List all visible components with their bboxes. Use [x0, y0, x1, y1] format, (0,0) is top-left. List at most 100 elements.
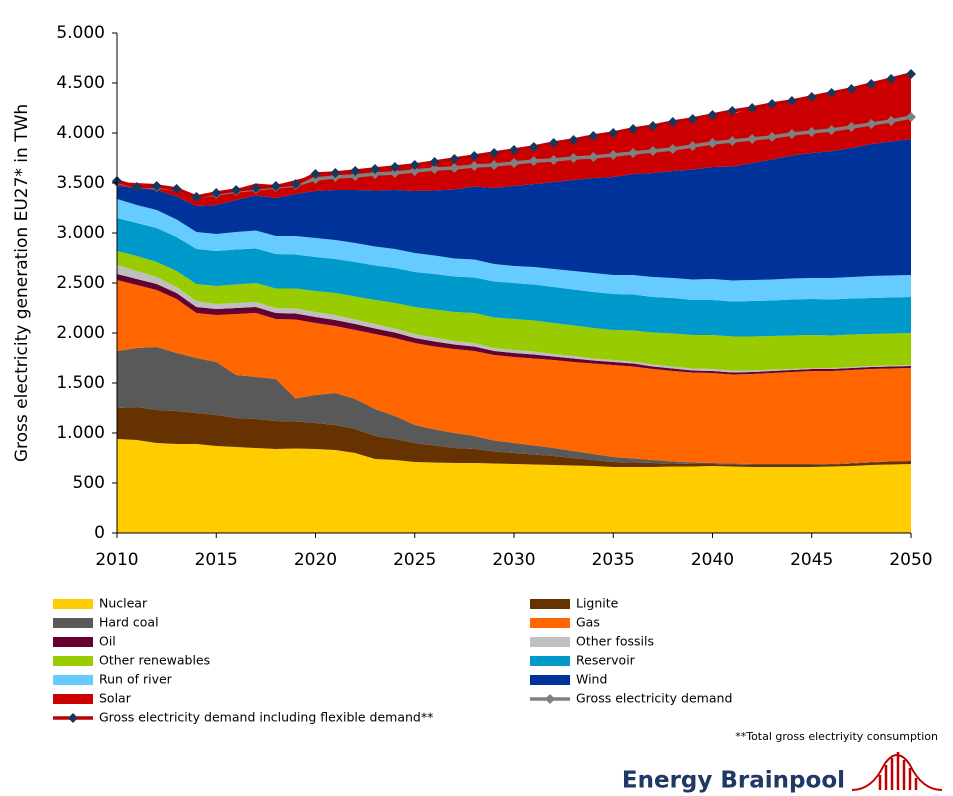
- marker: [429, 164, 440, 174]
- y-tick-label: 3.000: [56, 223, 105, 243]
- marker: [747, 103, 758, 113]
- marker: [767, 99, 778, 109]
- marker: [211, 188, 222, 198]
- y-tick-label: 1.500: [56, 373, 105, 393]
- legend-swatch: [53, 694, 93, 704]
- marker: [866, 119, 877, 129]
- legend-marker: [68, 713, 78, 723]
- marker: [528, 142, 539, 152]
- y-tick-label: 0: [94, 523, 105, 543]
- x-tick-label: 2040: [691, 550, 734, 570]
- marker: [429, 157, 440, 167]
- legend-label: Gas: [576, 615, 600, 630]
- y-tick-label: 2.000: [56, 323, 105, 343]
- marker: [370, 164, 381, 174]
- legend-swatch: [53, 599, 93, 609]
- marker: [290, 179, 301, 189]
- marker: [866, 79, 877, 89]
- marker: [806, 92, 817, 102]
- legend-swatch: [53, 618, 93, 628]
- marker: [786, 129, 797, 139]
- x-tick-label: 2050: [889, 550, 932, 570]
- x-tick-label: 2035: [592, 550, 635, 570]
- legend-swatch: [53, 675, 93, 685]
- marker: [528, 156, 539, 166]
- marker: [231, 185, 242, 195]
- marker: [687, 114, 698, 124]
- marker: [846, 122, 857, 132]
- legend-swatch: [530, 675, 570, 685]
- marker: [310, 169, 321, 179]
- legend-label: Nuclear: [99, 596, 148, 611]
- legend-label: Wind: [576, 672, 607, 687]
- x-tick-label: 2020: [294, 550, 337, 570]
- legend-swatch: [530, 637, 570, 647]
- legend-label: Hard coal: [99, 615, 159, 630]
- marker: [806, 127, 817, 137]
- marker: [270, 181, 281, 191]
- legend-swatch: [53, 637, 93, 647]
- marker: [171, 184, 182, 194]
- x-tick-label: 2045: [790, 550, 833, 570]
- marker: [330, 168, 341, 178]
- marker: [409, 166, 420, 176]
- marker: [489, 148, 500, 158]
- marker: [151, 181, 162, 191]
- marker: [250, 183, 261, 193]
- marker: [350, 166, 361, 176]
- logo-icon: [851, 752, 943, 791]
- legend-marker: [545, 694, 555, 704]
- marker: [469, 151, 480, 161]
- marker: [667, 117, 678, 127]
- legend-label: Other fossils: [576, 634, 654, 649]
- marker: [767, 132, 778, 142]
- legend-label: Gross electricity demand: [576, 691, 732, 706]
- legend-label: Solar: [99, 691, 132, 706]
- legend-swatch: [53, 656, 93, 666]
- legend-label: Reservoir: [576, 653, 636, 668]
- y-tick-label: 3.500: [56, 173, 105, 193]
- marker: [568, 135, 579, 145]
- marker: [449, 154, 460, 164]
- marker: [687, 141, 698, 151]
- y-tick-label: 500: [73, 473, 105, 493]
- marker: [568, 153, 579, 163]
- area: [117, 139, 911, 281]
- y-tick-label: 1.000: [56, 423, 105, 443]
- legend-label: Gross electricity demand including flexi…: [99, 710, 433, 725]
- x-tick-label: 2030: [492, 550, 535, 570]
- y-tick-label: 2.500: [56, 273, 105, 293]
- legend-label: Other renewables: [99, 653, 210, 668]
- legend-swatch: [530, 656, 570, 666]
- legend-label: Oil: [99, 634, 116, 649]
- marker: [548, 138, 559, 148]
- logo-text: Energy Brainpool: [622, 768, 845, 794]
- marker: [449, 163, 460, 173]
- marker: [548, 155, 559, 165]
- marker: [509, 145, 519, 155]
- area: [117, 199, 911, 302]
- marker: [707, 138, 718, 148]
- area: [117, 218, 911, 337]
- y-axis-label: Gross electricity generation EU27* in TW…: [12, 104, 32, 462]
- marker: [647, 146, 658, 156]
- marker: [509, 158, 519, 168]
- marker: [608, 150, 619, 160]
- area: [117, 347, 911, 465]
- legend-label: Lignite: [576, 596, 619, 611]
- marker: [727, 136, 738, 146]
- marker: [667, 144, 678, 154]
- x-tick-label: 2010: [95, 550, 138, 570]
- marker: [628, 148, 639, 158]
- area: [117, 274, 911, 375]
- legend-swatch: [530, 618, 570, 628]
- footnote: **Total gross electriyity consumption: [735, 730, 938, 743]
- marker: [886, 74, 897, 84]
- marker: [906, 112, 916, 122]
- area: [117, 251, 911, 371]
- area: [117, 265, 911, 373]
- marker: [786, 96, 797, 106]
- marker: [846, 84, 857, 94]
- marker: [608, 128, 619, 138]
